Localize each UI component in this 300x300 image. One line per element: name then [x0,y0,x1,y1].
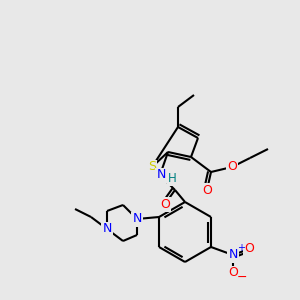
Text: +: + [237,243,245,253]
Text: N: N [132,212,142,226]
Text: S: S [148,160,156,173]
Text: O: O [228,266,238,280]
Text: O: O [227,160,237,173]
Text: O: O [244,242,254,256]
Text: N: N [156,169,166,182]
Text: N: N [102,223,112,236]
Text: N: N [228,248,238,262]
Text: O: O [202,184,212,196]
Text: −: − [237,271,247,284]
Text: H: H [168,172,176,185]
Text: O: O [160,197,170,211]
